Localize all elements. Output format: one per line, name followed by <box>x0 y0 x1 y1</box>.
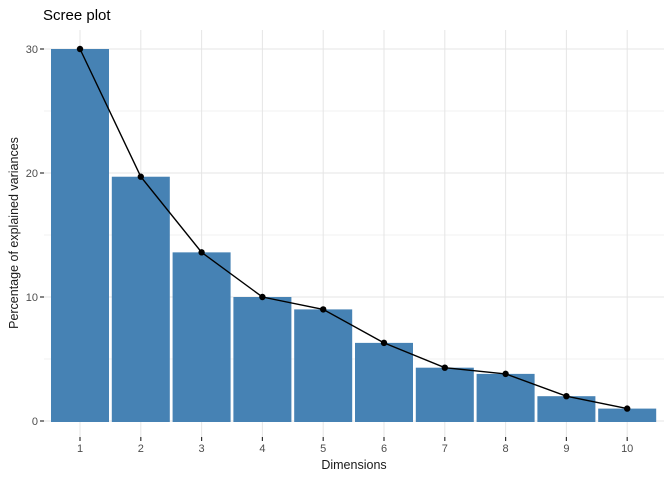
variance-point-dim-9 <box>563 393 570 400</box>
variance-point-dim-3 <box>198 249 205 256</box>
x-tick-label: 9 <box>563 443 569 455</box>
variance-point-dim-2 <box>137 173 144 180</box>
x-axis-title: Dimensions <box>321 458 387 472</box>
y-tick-label: 0 <box>32 416 38 428</box>
bar-dim-7 <box>415 367 474 422</box>
variance-point-dim-1 <box>76 45 84 53</box>
x-tick-label: 7 <box>442 443 448 455</box>
x-tick-label: 6 <box>381 443 387 455</box>
x-tick-label: 1 <box>77 443 83 455</box>
bar-dim-3 <box>172 252 231 422</box>
bar-dim-4 <box>233 297 292 422</box>
bar-dim-1 <box>51 49 109 422</box>
y-axis-title: Percentage of explained variances <box>7 137 21 329</box>
y-tick-label: 10 <box>26 292 38 304</box>
bar-dim-2 <box>111 176 170 422</box>
x-tick-label: 4 <box>259 443 265 455</box>
bar-dim-6 <box>355 342 413 422</box>
variance-point-dim-7 <box>441 364 448 371</box>
y-tick-label: 30 <box>26 44 38 56</box>
variance-point-dim-10 <box>624 405 631 412</box>
variance-point-dim-4 <box>259 293 266 301</box>
x-tick-label: 5 <box>320 443 326 455</box>
variance-point-dim-5 <box>320 306 327 313</box>
variance-point-dim-6 <box>380 339 388 347</box>
x-tick-label: 8 <box>503 443 509 455</box>
x-tick-label: 10 <box>621 443 633 455</box>
bar-dim-8 <box>476 373 535 422</box>
bar-dim-5 <box>294 309 353 422</box>
x-tick-label: 2 <box>138 443 144 455</box>
chart-title: Scree plot <box>43 7 111 24</box>
variance-point-dim-8 <box>502 370 509 378</box>
x-tick-label: 3 <box>199 443 205 455</box>
variance-line <box>79 48 628 410</box>
bar-dim-10 <box>598 408 657 422</box>
y-tick-label: 20 <box>26 168 38 180</box>
